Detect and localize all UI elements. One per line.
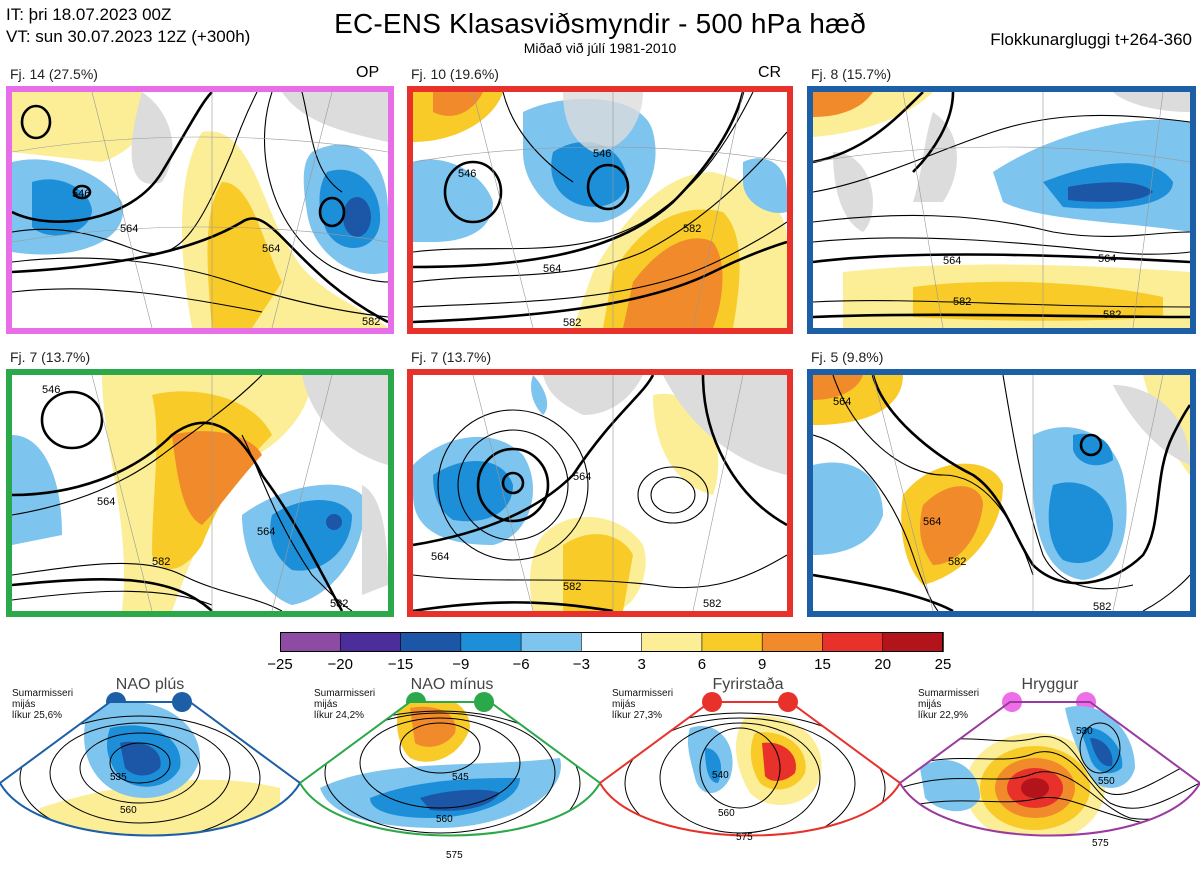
valid-time: VT: sun 30.07.2023 12Z (+300h) xyxy=(6,27,251,46)
anomaly-colorbar xyxy=(280,632,944,652)
contour-label: 564 xyxy=(573,471,591,483)
panel-2-tag: CR xyxy=(758,64,782,81)
contour-label: 546 xyxy=(72,188,90,200)
contour-label: 582 xyxy=(1103,309,1121,321)
colorbar-swatch xyxy=(520,632,583,652)
colorbar-tick-label: −25 xyxy=(267,656,293,673)
colorbar-tick-label: 3 xyxy=(637,656,646,673)
regime-1-note: Sumarmisseri mijás líkur 25,6% xyxy=(12,688,74,721)
colorbar-swatch xyxy=(280,632,342,652)
contour-label: 564 xyxy=(543,263,561,275)
colorbar-tick-label: −9 xyxy=(452,656,470,673)
regime-1-title: NAO plús xyxy=(115,676,185,693)
regime-2-title: NAO mínus xyxy=(410,676,494,693)
contour-label: 582 xyxy=(330,598,348,610)
header-info: IT: þri 18.07.2023 00Z VT: sun 30.07.202… xyxy=(6,4,250,48)
regime-map-blocking: 540 560 575 xyxy=(600,701,900,843)
contour-label: 564 xyxy=(833,396,851,408)
contour-label: 546 xyxy=(458,168,476,180)
regime-4-note: Sumarmisseri mijás líkur 22,9% xyxy=(918,688,980,721)
colorbar-tick-label: −20 xyxy=(327,656,353,673)
contour-label: 582 xyxy=(563,317,581,328)
contour-label: 564 xyxy=(923,516,941,528)
contour-label: 560 xyxy=(718,808,735,819)
contour-label: 575 xyxy=(1092,838,1109,849)
panel-1-tag: OP xyxy=(356,64,380,81)
contour-label: 575 xyxy=(446,850,463,861)
cluster-map-6: 564 564 582 582 xyxy=(807,369,1196,617)
initial-time: IT: þri 18.07.2023 00Z xyxy=(6,5,172,24)
contour-label: 582 xyxy=(563,581,581,593)
contour-label: 564 xyxy=(97,496,115,508)
colorbar-swatch xyxy=(641,632,703,652)
colorbar-tick-label: 20 xyxy=(874,656,892,673)
contour-label: 564 xyxy=(943,255,961,267)
contour-label: 582 xyxy=(703,598,721,610)
contour-label: 575 xyxy=(736,832,753,843)
panel-5-label: Fj. 7 (13.7%) xyxy=(411,349,492,365)
regime-map-nao-minus: 545 560 575 xyxy=(300,701,600,861)
colorbar-tick-label: 15 xyxy=(814,656,831,673)
cluster-map-3: 564 564 582 582 xyxy=(807,86,1196,334)
panel-6-label: Fj. 5 (9.8%) xyxy=(811,349,884,365)
contour-label: 564 xyxy=(120,223,138,235)
regime-map-nao-plus: 535 560 xyxy=(0,701,300,837)
colorbar-swatch xyxy=(400,632,462,652)
contour-label: 545 xyxy=(452,772,469,783)
contour-label: 540 xyxy=(712,770,729,781)
cluster-map-1: 546 564 564 582 xyxy=(6,86,394,334)
colorbar-swatch xyxy=(761,632,824,652)
contour-label: 564 xyxy=(262,243,280,255)
colorbar-swatch xyxy=(701,632,763,652)
contour-label: 582 xyxy=(362,316,380,328)
contour-label: 560 xyxy=(120,805,137,816)
contour-label: 582 xyxy=(948,556,966,568)
page-title: EC-ENS Klasasviðsmyndir - 500 hPa hæð xyxy=(334,8,866,39)
colorbar-tick-label: −6 xyxy=(512,656,530,673)
cluster-map-4: 546 564 564 582 582 xyxy=(6,369,394,617)
colorbar-swatch xyxy=(822,632,884,652)
contour-label: 546 xyxy=(593,148,611,160)
regime-2-note: Sumarmisseri mijás líkur 24,2% xyxy=(314,688,376,721)
contour-label: 546 xyxy=(42,384,60,396)
regime-3-note: Sumarmisseri mijás líkur 27,3% xyxy=(612,688,674,721)
colorbar-swatch xyxy=(460,632,522,652)
contour-label: 560 xyxy=(436,814,453,825)
panel-4-label: Fj. 7 (13.7%) xyxy=(10,349,91,365)
regime-3-title: Fyrirstaða xyxy=(712,676,784,693)
page-subtitle: Miðað við júlí 1981-2010 xyxy=(523,40,677,56)
contour-label: 564 xyxy=(257,526,275,538)
panel-2-label: Fj. 10 (19.6%) xyxy=(411,66,499,82)
colorbar-tick-label: −3 xyxy=(572,656,590,673)
panel-1-label: Fj. 14 (27.5%) xyxy=(10,66,98,82)
colorbar-swatch xyxy=(581,632,643,652)
contour-label: 582 xyxy=(683,223,701,235)
colorbar-tick-label: 25 xyxy=(934,656,952,673)
panel-3-label: Fj. 8 (15.7%) xyxy=(811,66,892,82)
contour-label: 582 xyxy=(1093,601,1111,611)
cluster-map-2: 546 546 564 582 582 xyxy=(407,86,793,334)
colorbar-swatch xyxy=(339,632,402,652)
contour-label: 564 xyxy=(1098,253,1116,265)
colorbar-swatch xyxy=(882,632,944,652)
contour-label: 582 xyxy=(953,296,971,308)
contour-label: 564 xyxy=(431,551,449,563)
contour-label: 530 xyxy=(1076,726,1093,737)
contour-label: 582 xyxy=(152,556,170,568)
cluster-map-5: 564 564 582 582 xyxy=(407,369,793,617)
regime-4-title: Hryggur xyxy=(1021,676,1079,693)
classification-window: Flokkunargluggi t+264-360 xyxy=(990,30,1192,49)
regime-map-ridge: 530 550 575 xyxy=(900,701,1200,849)
colorbar-tick-label: 9 xyxy=(758,656,767,673)
contour-label: 535 xyxy=(110,772,127,783)
colorbar-tick-label: −15 xyxy=(387,656,414,673)
colorbar-tick-label: 6 xyxy=(697,656,707,673)
contour-label: 550 xyxy=(1098,776,1115,787)
